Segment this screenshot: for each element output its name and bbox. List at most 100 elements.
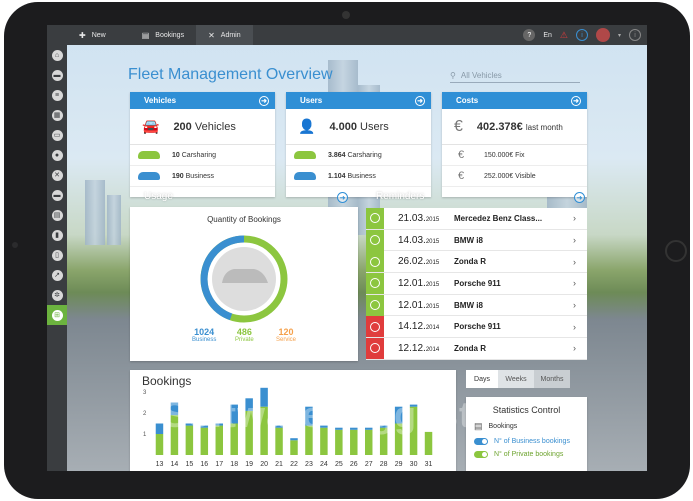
language-selector[interactable]: En	[543, 31, 552, 39]
reminder-row[interactable]: 12.01.2015 Porsche 911 ›	[366, 272, 587, 295]
stats-control-title: Statistics Control	[492, 405, 561, 415]
bar-private[interactable]	[379, 427, 388, 455]
new-button[interactable]: ✚ New	[67, 25, 118, 45]
bar-private[interactable]	[290, 440, 298, 455]
bar-private[interactable]	[245, 410, 253, 455]
users-header[interactable]: Users ➜	[286, 92, 431, 109]
arrow-right-icon[interactable]: ➜	[415, 95, 425, 106]
sidebar-item-settings[interactable]: ✲	[47, 285, 67, 305]
bar-private[interactable]	[394, 423, 403, 456]
bar-private[interactable]	[350, 429, 358, 455]
reminder-row[interactable]: 14.12.2014 Porsche 911 ›	[366, 316, 587, 339]
arrow-right-icon[interactable]: ➜	[259, 95, 269, 106]
chevron-right-icon[interactable]: ›	[573, 300, 576, 311]
bar-private[interactable]	[155, 434, 164, 455]
bar-private[interactable]	[275, 427, 283, 455]
chevron-right-icon[interactable]: ›	[573, 213, 576, 224]
bar-private[interactable]	[424, 431, 433, 455]
reminder-row[interactable]: 12.01.2015 BMW i8 ›	[366, 294, 587, 317]
sidebar-item-grid[interactable]: ▦	[47, 105, 67, 125]
bar-private[interactable]	[260, 406, 268, 455]
bar-business[interactable]	[409, 404, 418, 407]
vehicles-header[interactable]: Vehicles ➜	[130, 92, 275, 109]
bar-business[interactable]	[379, 425, 388, 428]
bar-business[interactable]	[394, 406, 403, 424]
chevron-down-icon[interactable]: ▾	[617, 32, 621, 39]
sidebar-item-vehicle[interactable]: ▬	[47, 185, 67, 205]
sidebar-item-list[interactable]: ≡	[47, 85, 67, 105]
bar-private[interactable]	[305, 425, 313, 455]
bar-business[interactable]	[290, 438, 298, 441]
bar-business[interactable]	[245, 398, 253, 411]
bar-private[interactable]	[170, 415, 179, 455]
reminders-arrow-icon[interactable]: ➜	[574, 192, 585, 203]
toggle-months[interactable]: Months	[534, 370, 570, 388]
reminder-row[interactable]: 26.02.2015 Zonda R ›	[366, 251, 587, 274]
admin-button[interactable]: ✕ Admin	[196, 25, 253, 45]
plus-icon: ✚	[79, 30, 86, 40]
help-icon[interactable]: ?	[523, 29, 536, 41]
sidebar-item-home[interactable]: ⌂	[47, 45, 67, 65]
fuel-icon: ▯	[51, 249, 63, 261]
toggle-weeks[interactable]: Weeks	[498, 370, 534, 388]
bar-business[interactable]	[215, 423, 223, 426]
bar-private[interactable]	[200, 427, 209, 455]
bar-private[interactable]	[320, 427, 328, 455]
home-button[interactable]	[665, 240, 687, 262]
building-icon: ▮	[51, 229, 63, 241]
sidebar-item-chat[interactable]: ●	[47, 145, 67, 165]
chevron-right-icon[interactable]: ›	[573, 321, 576, 332]
bar-business[interactable]	[230, 404, 238, 424]
reminder-date: 14.03.2015	[384, 235, 454, 246]
notice-icon[interactable]: i	[629, 29, 641, 41]
chevron-right-icon[interactable]: ›	[573, 278, 576, 289]
chat-icon: ●	[51, 149, 63, 161]
bar-private[interactable]	[185, 425, 194, 455]
chevron-right-icon[interactable]: ›	[573, 343, 576, 354]
sidebar-item-building[interactable]: ▮	[47, 225, 67, 245]
costs-row-fix: € 150.000€ Fix	[442, 145, 587, 166]
sidebar-item-chart[interactable]: ↗	[47, 265, 67, 285]
bar-private[interactable]	[409, 406, 418, 455]
bar-private[interactable]	[335, 429, 343, 455]
x-tick-label: 30	[410, 461, 418, 468]
costs-visible-value: 252.000€	[484, 172, 514, 180]
bar-business[interactable]	[155, 423, 164, 435]
bar-private[interactable]	[215, 425, 223, 455]
private-toggle-switch[interactable]	[474, 451, 488, 458]
bar-business[interactable]	[350, 427, 358, 430]
sidebar-item-truck[interactable]: ▭	[47, 125, 67, 145]
chevron-right-icon[interactable]: ›	[573, 256, 576, 267]
reminder-row[interactable]: 21.03.2015 Mercedez Benz Class... ›	[366, 207, 587, 230]
bar-business[interactable]	[260, 387, 268, 407]
bar-business[interactable]	[275, 425, 283, 428]
warning-icon[interactable]: ⚠	[559, 29, 568, 40]
sidebar-item-car[interactable]: ▬	[47, 65, 67, 85]
toggle-days[interactable]: Days	[466, 370, 498, 388]
arrow-right-icon[interactable]: ➜	[571, 95, 581, 106]
bar-business[interactable]	[365, 427, 373, 430]
usage-arrow-icon[interactable]: ➜	[337, 192, 348, 203]
bar-business[interactable]	[320, 425, 328, 428]
search-input[interactable]: ⚲ All Vehicles	[450, 69, 580, 83]
avatar[interactable]	[595, 28, 610, 42]
bar-business[interactable]	[305, 406, 313, 426]
sidebar-item-cart[interactable]: ⊞	[47, 305, 67, 325]
sidebar-item-tools[interactable]: ✕	[47, 165, 67, 185]
reminder-row[interactable]: 14.03.2015 BMW i8 ›	[366, 229, 587, 252]
sidebar-item-fuel[interactable]: ▯	[47, 245, 67, 265]
bar-private[interactable]	[230, 423, 238, 456]
info-icon[interactable]: i	[575, 29, 588, 41]
sidebar-item-card[interactable]: ▤	[47, 205, 67, 225]
business-toggle-switch[interactable]	[474, 438, 488, 445]
chevron-right-icon[interactable]: ›	[573, 235, 576, 246]
bar-business[interactable]	[170, 402, 179, 416]
bookings-button[interactable]: ▤ Bookings	[118, 25, 196, 45]
bar-business[interactable]	[335, 427, 343, 430]
bar-private[interactable]	[365, 429, 373, 455]
x-tick-label: 19	[245, 461, 253, 468]
costs-header[interactable]: Costs ➜	[442, 92, 587, 109]
reminder-row[interactable]: 12.12.2014 Zonda R ›	[366, 337, 587, 360]
bar-business[interactable]	[200, 425, 209, 428]
bar-business[interactable]	[185, 423, 194, 426]
